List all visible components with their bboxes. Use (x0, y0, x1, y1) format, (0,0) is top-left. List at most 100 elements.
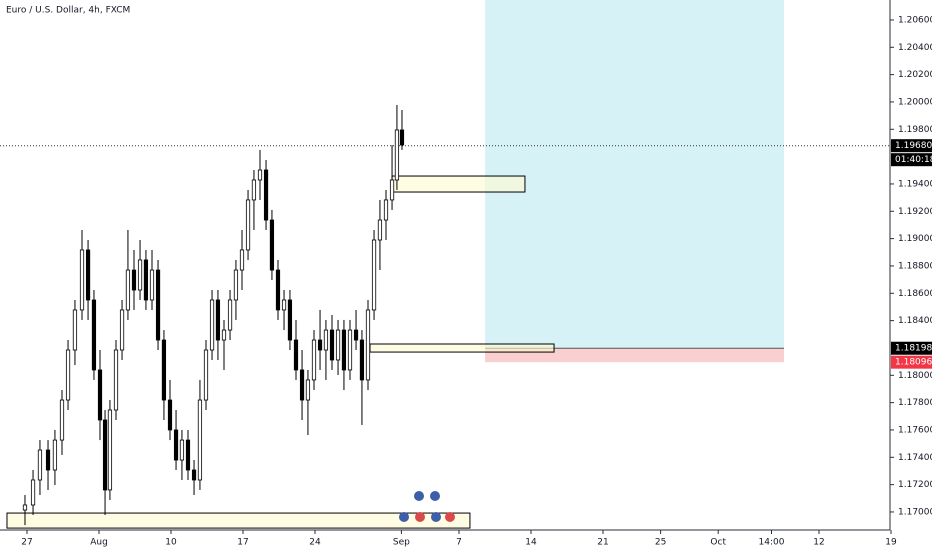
candle-body (335, 329, 341, 361)
candle-body (299, 369, 305, 401)
candle-body (371, 239, 377, 311)
candle-body (79, 249, 85, 311)
candle-body (275, 269, 281, 311)
candle-body (269, 219, 275, 271)
candle-body (119, 309, 125, 351)
candle-body (113, 349, 119, 411)
y-tick-label: 1.17800 (898, 398, 932, 408)
candle-body (329, 329, 335, 361)
candle-body (107, 409, 113, 491)
entry-label: 1.18198 (895, 344, 932, 354)
candle-body (317, 339, 323, 351)
y-tick-label: 1.18600 (898, 289, 932, 299)
y-tick-label: 1.19000 (898, 234, 932, 244)
candle-body (383, 199, 389, 221)
x-tick-label: 14:00 (759, 538, 785, 548)
candle-body (221, 329, 227, 341)
candle-body (131, 269, 137, 291)
candle-body (102, 419, 108, 491)
y-tick-label: 1.17000 (898, 507, 932, 517)
candle-body (161, 339, 167, 401)
candle-body (203, 349, 209, 401)
candle-body (209, 299, 215, 351)
last-price-label-box (891, 139, 932, 153)
candle-body (52, 439, 58, 471)
y-tick-label: 1.19200 (898, 207, 932, 217)
candle-body (341, 329, 347, 371)
x-tick-label: Sep (393, 538, 410, 548)
x-tick-label: 12 (813, 538, 824, 548)
event-icon (431, 512, 441, 522)
event-icons (399, 491, 455, 522)
candle-body (281, 299, 287, 311)
zone (391, 175, 526, 193)
x-tick-label: 14 (525, 538, 537, 548)
y-tick-label: 1.19400 (898, 179, 932, 189)
candle-body (394, 129, 400, 181)
event-icon (399, 512, 409, 522)
y-tick-label: 1.17400 (898, 453, 932, 463)
chart-title: Euro / U.S. Dollar, 4h, FXCM (6, 6, 130, 16)
event-icon (414, 491, 424, 501)
candle-body (311, 339, 317, 381)
candle-body (197, 399, 203, 481)
x-tick-label: 24 (309, 538, 321, 548)
x-tick-label: Oct (710, 538, 726, 548)
candle-body (399, 129, 405, 146)
x-tick-label: 19 (885, 538, 897, 548)
candle-body (85, 249, 91, 301)
candle-body (353, 329, 359, 341)
candle-body (227, 299, 233, 331)
candle-body (143, 259, 149, 301)
zone (369, 343, 555, 353)
x-tick-label: 10 (165, 538, 177, 548)
stop-label: 1.18096 (895, 358, 932, 368)
candle-body (323, 329, 329, 351)
candle-body (287, 299, 293, 341)
target-area (485, 0, 785, 349)
candle-body (65, 349, 71, 401)
event-icon (445, 512, 455, 522)
candle-body (22, 504, 28, 511)
x-tick-label: 27 (21, 538, 32, 548)
candle-body (251, 179, 257, 201)
candle-body (305, 379, 311, 401)
y-tick-label: 1.17200 (898, 480, 932, 490)
candle-body (30, 479, 36, 506)
last-price-label: 1.19680 (895, 141, 932, 151)
candle-body (173, 429, 179, 461)
candle-body (59, 399, 65, 441)
y-tick-label: 1.18400 (898, 316, 932, 326)
candle-body (389, 179, 395, 201)
candle-body (257, 169, 263, 181)
candle-body (167, 399, 173, 431)
candle-body (365, 309, 371, 381)
x-tick-label: 21 (597, 538, 608, 548)
candle-body (97, 369, 103, 421)
candle-body (137, 259, 143, 291)
candle-body (149, 269, 155, 301)
candle-body (377, 219, 383, 241)
x-tick-label: 25 (655, 538, 666, 548)
candle-body (191, 469, 197, 481)
candle-body (37, 449, 43, 481)
zone (6, 512, 471, 529)
plot-area (0, 0, 890, 529)
countdown-label-box (891, 153, 932, 167)
countdown-label: 01:40:18 (895, 155, 932, 165)
candle-body (347, 329, 353, 371)
y-tick-label: 1.19800 (898, 125, 932, 135)
candle-body (185, 439, 191, 471)
y-tick-label: 1.18800 (898, 261, 932, 271)
x-tick-label: 17 (237, 538, 248, 548)
candle-body (215, 299, 221, 341)
y-tick-label: 1.20000 (898, 97, 932, 107)
candle-body (72, 309, 78, 351)
event-icon (415, 512, 425, 522)
candle-body (263, 169, 269, 221)
x-tick-label: Aug (90, 538, 108, 548)
x-tick-label: 7 (456, 538, 462, 548)
candle-body (245, 199, 251, 251)
candle-body (155, 269, 161, 341)
